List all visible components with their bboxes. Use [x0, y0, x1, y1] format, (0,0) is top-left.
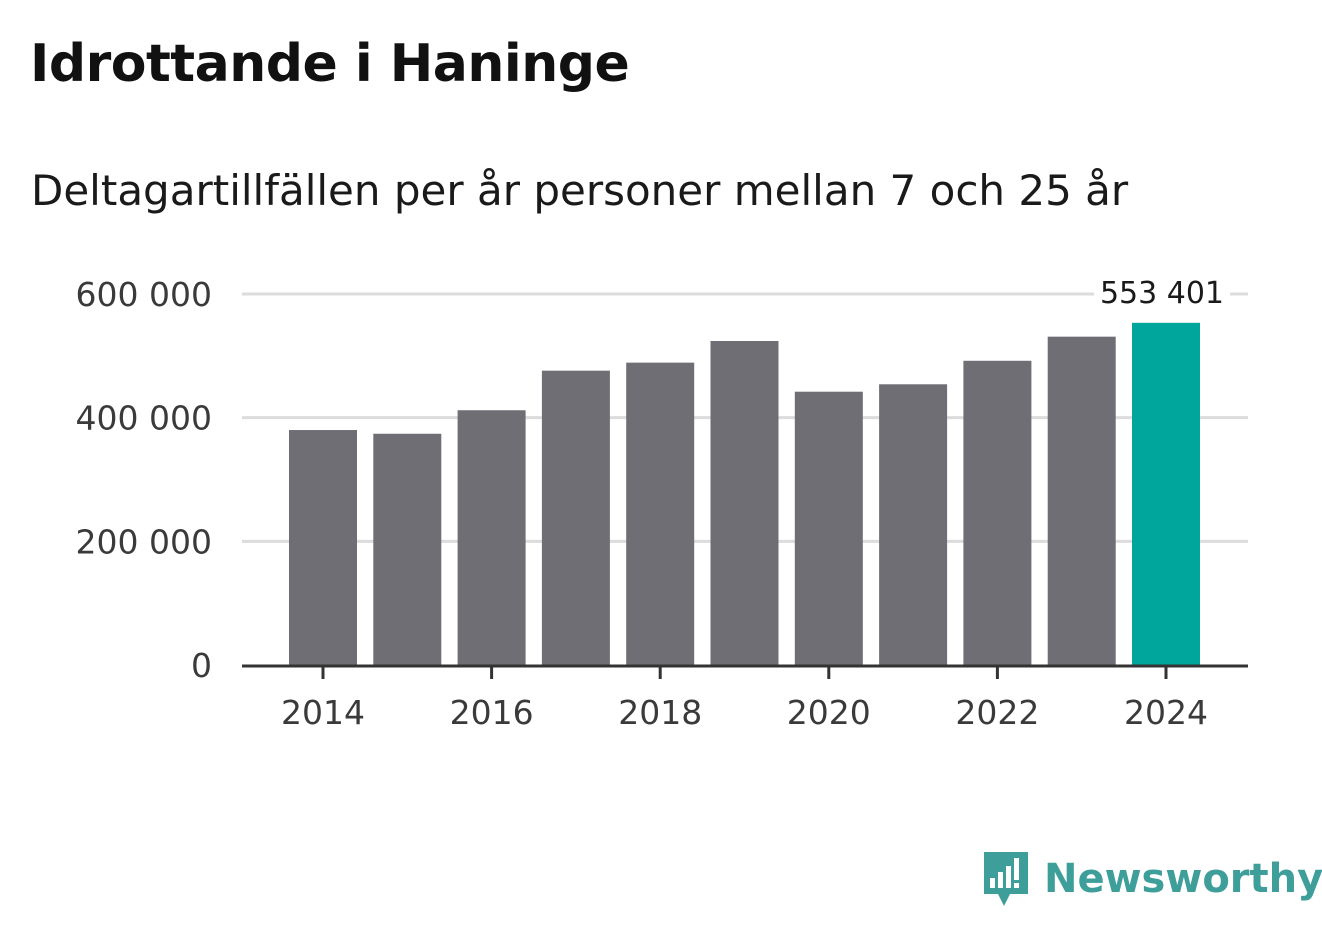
- chart-title: Idrottande i Haninge: [30, 34, 630, 94]
- bars: [289, 322, 1200, 665]
- bar: [710, 340, 779, 665]
- x-tick-label: 2022: [955, 693, 1039, 732]
- y-tick-label: 400 000: [76, 399, 212, 438]
- bar: [626, 362, 695, 665]
- bar: [457, 410, 526, 665]
- labels: 0 200 000 400 000 600 000 2014 2016 2018 2020 20…: [76, 275, 1230, 732]
- newsworthy-logo-icon: [984, 852, 1028, 906]
- data-label: 553 401: [1100, 276, 1224, 311]
- brand-logo: Newsworthy: [980, 848, 1322, 910]
- bar: [373, 433, 442, 665]
- axes: [242, 664, 1248, 679]
- brand-name: Newsworthy: [1044, 856, 1322, 902]
- x-tick-label: 2014: [281, 693, 365, 732]
- data-label-background: [1094, 278, 1230, 315]
- bar: [289, 430, 357, 665]
- y-tick-label: 0: [191, 646, 212, 685]
- x-tick-label: 2024: [1124, 693, 1208, 732]
- bar: [963, 360, 1032, 665]
- x-tick-label: 2016: [450, 693, 534, 732]
- chart-subtitle: Deltagartillfällen per år personer mella…: [31, 166, 1129, 215]
- y-tick-label: 600 000: [76, 275, 212, 314]
- bar: [541, 370, 610, 665]
- bar: [1047, 336, 1116, 665]
- bar-highlight: [1132, 322, 1200, 665]
- x-tick-label: 2020: [787, 693, 871, 732]
- y-tick-label: 200 000: [76, 522, 212, 561]
- x-tick-label: 2018: [618, 693, 702, 732]
- bar: [794, 391, 863, 665]
- bar: [879, 384, 948, 665]
